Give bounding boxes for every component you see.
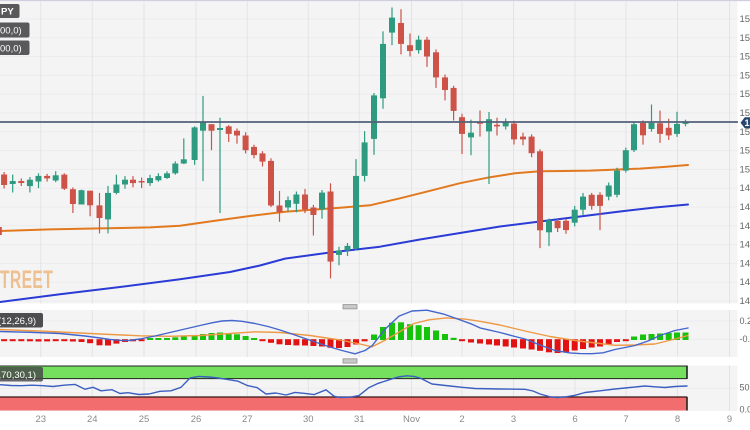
svg-text:151.: 151. <box>740 33 750 44</box>
svg-text:151.: 151. <box>740 70 750 81</box>
svg-text:8: 8 <box>675 414 680 425</box>
svg-text:2: 2 <box>459 414 464 425</box>
svg-text:,70,30,1): ,70,30,1) <box>0 370 36 381</box>
svg-text:151.: 151. <box>740 14 750 25</box>
svg-text:141.: 141. <box>740 296 750 307</box>
svg-text:0.2: 0.2 <box>740 316 750 326</box>
svg-text:151: 151 <box>745 118 750 128</box>
svg-text:27: 27 <box>242 414 253 425</box>
svg-text:141.: 141. <box>740 258 750 269</box>
svg-text:7: 7 <box>623 414 628 425</box>
svg-text:151.: 151. <box>740 164 750 175</box>
svg-text:-0.: -0. <box>740 334 750 344</box>
svg-text:3: 3 <box>511 414 516 425</box>
svg-text:141.: 141. <box>740 183 750 194</box>
svg-text:6: 6 <box>572 414 577 425</box>
svg-text:26: 26 <box>191 414 202 425</box>
svg-text:00,0): 00,0) <box>0 44 22 55</box>
svg-text:151.: 151. <box>740 89 750 100</box>
svg-text:23: 23 <box>35 414 46 425</box>
svg-text:151.: 151. <box>740 108 750 119</box>
svg-text:PY: PY <box>1 7 14 18</box>
svg-text:25: 25 <box>139 414 150 425</box>
svg-text:151.: 151. <box>740 146 750 157</box>
svg-text:24: 24 <box>87 414 98 425</box>
svg-text:141.: 141. <box>740 277 750 288</box>
svg-text:(12,26,9): (12,26,9) <box>0 316 36 327</box>
svg-text:31: 31 <box>354 414 365 425</box>
svg-text:TREET: TREET <box>0 266 53 294</box>
svg-text:0.0: 0.0 <box>740 405 750 415</box>
svg-text:141.: 141. <box>740 221 750 232</box>
svg-text:Nov: Nov <box>403 414 420 425</box>
svg-text:151.: 151. <box>740 52 750 63</box>
svg-text:30: 30 <box>303 414 314 425</box>
svg-text:9: 9 <box>727 414 732 425</box>
svg-text:141.: 141. <box>740 240 750 251</box>
svg-text:141.: 141. <box>740 202 750 213</box>
svg-text:151.: 151. <box>740 127 750 138</box>
svg-text:50.: 50. <box>740 383 750 393</box>
svg-text:00,0): 00,0) <box>0 26 22 37</box>
